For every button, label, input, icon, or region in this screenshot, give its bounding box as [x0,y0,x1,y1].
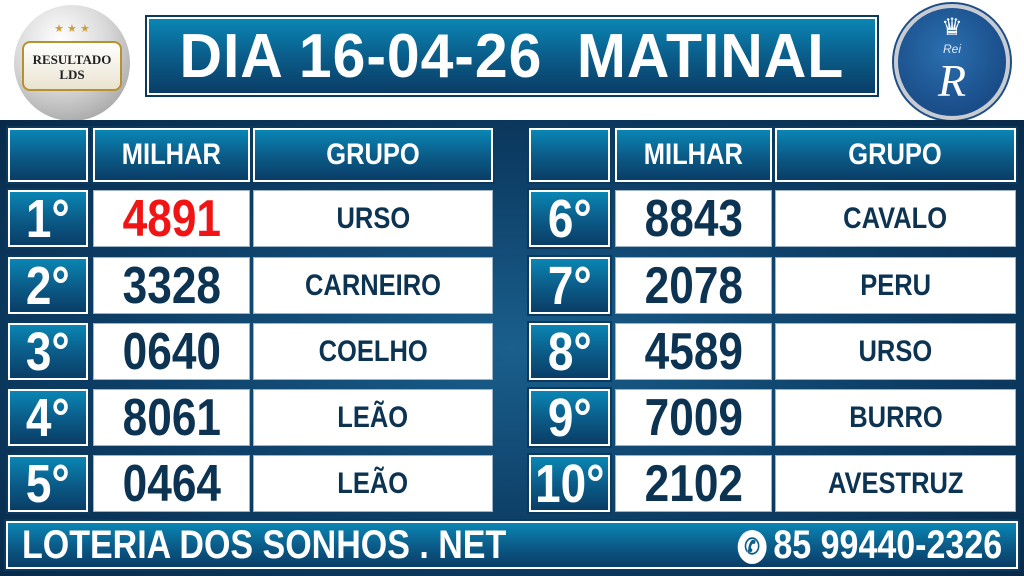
grupo-name-text: CARNEIRO [304,268,441,302]
milhar-number-text: 8061 [122,388,221,447]
grupo-name: LEÃO [253,455,493,512]
grupo-name: CARNEIRO [253,257,493,314]
rank-label: 3° [6,321,90,382]
header-rank-cell [527,126,612,184]
logo-r-letter: R [937,55,967,106]
grupo-name-text: BURRO [848,400,943,434]
rank-label: 5° [6,453,90,514]
rank-label: 1° [6,188,90,249]
header-milhar: MILHAR [91,126,252,184]
logo-text-line-2: LDS [59,67,85,82]
rank-label: 10° [527,453,612,514]
grupo-name-text: URSO [336,201,410,235]
rank-label-text: 2° [26,255,70,316]
logo-badge: RESULTADO LDS [22,41,122,91]
grupo-name-text: AVESTRUZ [827,466,964,500]
milhar-number-text: 2078 [644,256,743,315]
rank-label-text: 3° [26,321,70,382]
grupo-name-text: LEÃO [337,400,409,434]
milhar-number-text: 4891 [122,189,221,248]
rank-label-text: 10° [534,453,605,514]
grupo-name-text: URSO [858,334,933,368]
header-grupo: GRUPO [251,126,495,184]
rei-logo: ♛ Rei R [892,2,1012,122]
rank-label-text: 9° [547,387,592,448]
site-name: LOTERIA DOS SONHOS . NET [22,522,507,567]
milhar-number: 4589 [615,322,772,381]
rank-label-text: 4° [26,387,70,448]
rank-label-text: 7° [547,255,592,316]
logo-text-line-1: RESULTADO [32,52,112,67]
milhar-number: 7009 [615,388,772,447]
grupo-name-text: COELHO [318,334,428,368]
header-grupo-text: GRUPO [326,138,420,171]
grupo-name-text: LEÃO [337,466,409,500]
resultado-lds-logo: ★ ★ ★ RESULTADO LDS [14,5,130,121]
rank-label-text: 5° [26,453,70,514]
milhar-number: 2102 [615,454,772,513]
milhar-number-text: 4589 [644,322,743,381]
phone-number: 85 99440-2326 [773,522,1002,567]
rank-label: 8° [527,321,612,382]
grupo-name: URSO [253,190,493,247]
logo-rei-text: Rei [942,42,961,56]
grupo-name: URSO [775,323,1016,380]
crown-icon: ♛ [941,14,963,41]
grupo-name-text: CAVALO [843,201,948,235]
milhar-number: 2078 [615,256,772,315]
header-milhar: MILHAR [613,126,774,184]
header-milhar-text: MILHAR [121,138,222,171]
grupo-name: CAVALO [775,190,1016,247]
milhar-number-text: 8843 [644,189,743,248]
grupo-name: AVESTRUZ [775,455,1016,512]
footer-bar: LOTERIA DOS SONHOS . NET ✆ 85 99440-2326 [4,519,1020,571]
grupo-name: COELHO [253,323,493,380]
milhar-number: 0464 [93,454,250,513]
milhar-number: 3328 [93,256,250,315]
header-rank-cell [6,126,90,184]
header-grupo: GRUPO [773,126,1018,184]
milhar-number-text: 2102 [644,454,743,513]
rank-label-text: 1° [26,188,70,249]
rank-label: 4° [6,387,90,448]
milhar-number-text: 3328 [122,256,221,315]
grupo-name: LEÃO [253,389,493,446]
header-milhar-text: MILHAR [643,138,744,171]
grupo-name: BURRO [775,389,1016,446]
rank-label: 6° [527,188,612,249]
milhar-number-text: 0464 [122,454,221,513]
milhar-number: 0640 [93,322,250,381]
milhar-number: 8061 [93,388,250,447]
milhar-number-text: 7009 [644,388,743,447]
header-grupo-text: GRUPO [848,138,943,171]
grupo-name-text: PERU [860,268,931,302]
milhar-number: 4891 [93,189,250,248]
milhar-number: 8843 [615,189,772,248]
rank-label-text: 6° [547,188,592,249]
milhar-number-text: 0640 [122,322,221,381]
grupo-name: PERU [775,257,1016,314]
rank-label: 7° [527,255,612,316]
whatsapp-icon: ✆ [737,529,767,564]
page-title: DIA 16-04-26 MATINAL [145,15,879,97]
rank-label-text: 8° [547,321,592,382]
rank-label: 2° [6,255,90,316]
rank-label: 9° [527,387,612,448]
stars-icon: ★ ★ ★ [54,23,90,35]
phone-contact: ✆ 85 99440-2326 [737,522,1002,568]
